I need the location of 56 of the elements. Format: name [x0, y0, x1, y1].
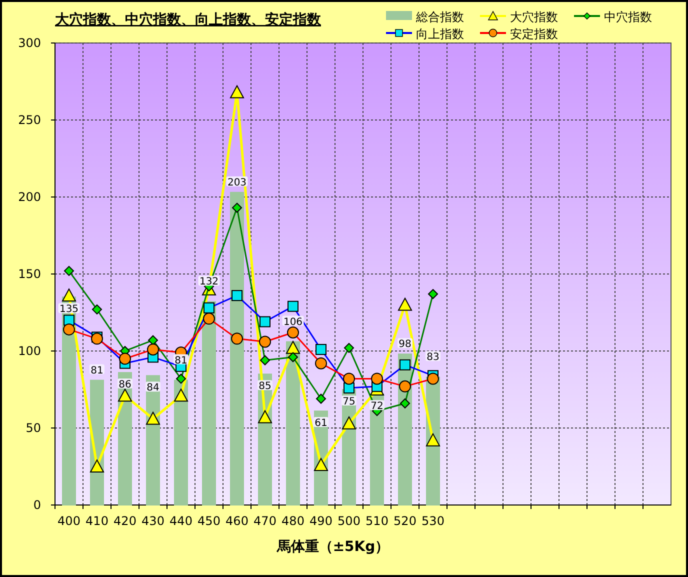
- legend-label: 中穴指数: [604, 10, 652, 24]
- data-label: 84: [146, 382, 160, 394]
- data-label: 85: [258, 380, 272, 392]
- point: [286, 340, 300, 354]
- point: [90, 460, 104, 472]
- point: [146, 412, 160, 425]
- bar: [174, 380, 188, 506]
- point: [426, 433, 440, 446]
- point: [118, 388, 132, 402]
- y-tick-label: 250: [18, 113, 41, 127]
- point: [62, 288, 76, 302]
- data-label: 83: [426, 351, 440, 364]
- x-tick-label: 510: [366, 514, 388, 528]
- y-tick-label: 0: [33, 498, 41, 512]
- x-tick-label: 490: [310, 514, 332, 528]
- y-tick-label: 150: [18, 267, 41, 281]
- y-tick-label: 200: [18, 190, 41, 204]
- x-tick-label: 450: [198, 514, 220, 528]
- data-label: 86: [118, 378, 132, 391]
- point: [314, 458, 328, 471]
- legend-label: 総合指数: [415, 10, 464, 24]
- y-tick-label: 50: [26, 421, 41, 435]
- y-tick-label: 100: [18, 344, 41, 358]
- data-label: 135: [58, 303, 80, 316]
- x-tick-label: 460: [226, 514, 248, 528]
- x-tick-label: 480: [282, 514, 304, 528]
- x-axis-title: 馬体重（±5Kg）: [276, 539, 390, 555]
- x-tick-label: 430: [142, 514, 164, 528]
- x-tick-label: 400: [58, 514, 80, 528]
- data-label: 98: [398, 338, 412, 350]
- x-tick-label: 530: [422, 514, 444, 528]
- legend-label: 安定指数: [510, 27, 558, 41]
- point: [398, 298, 412, 311]
- bar: [286, 341, 300, 506]
- y-tick-label: 300: [18, 36, 41, 50]
- data-label: 75: [342, 396, 356, 408]
- data-label: 61: [314, 417, 328, 430]
- x-tick-label: 470: [254, 514, 276, 528]
- x-tick-label: 520: [394, 514, 416, 528]
- point: [258, 410, 272, 424]
- point: [174, 388, 188, 402]
- data-label: 81: [174, 354, 188, 366]
- x-tick-label: 410: [86, 514, 108, 528]
- x-tick-label: 440: [170, 514, 192, 528]
- bar: [202, 301, 216, 506]
- x-tick-label: 420: [114, 514, 136, 528]
- legend-label: 向上指数: [416, 27, 464, 41]
- x-tick-label: 500: [338, 514, 360, 528]
- point: [342, 416, 356, 430]
- data-label: 81: [90, 364, 104, 376]
- data-label: 132: [198, 276, 220, 288]
- chart-title: 大穴指数、中穴指数、向上指数、安定指数: [55, 11, 322, 28]
- data-label: 72: [370, 400, 384, 412]
- bar: [230, 192, 244, 506]
- point: [230, 85, 244, 98]
- legend-label: 大穴指数: [510, 10, 558, 24]
